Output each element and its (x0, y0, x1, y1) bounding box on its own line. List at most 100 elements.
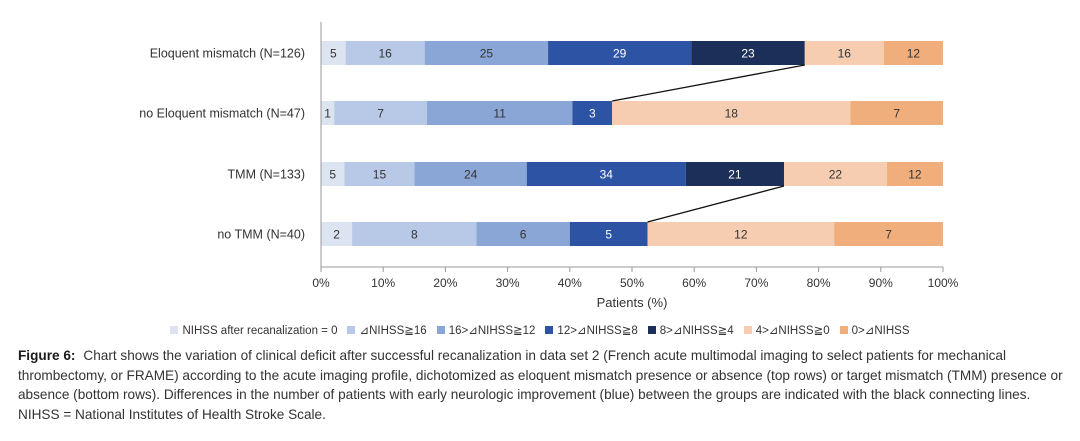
data-label: 16 (378, 47, 392, 61)
legend-label: ⊿NIHSS≧16 (359, 325, 427, 337)
legend-label: 0>⊿NIHSS (851, 325, 910, 337)
data-label: 8 (411, 228, 418, 242)
category-label: no Eloquent mismatch (N=47) (139, 107, 305, 121)
data-label: 34 (600, 168, 614, 182)
bar-segment (548, 41, 692, 65)
legend-label: 4>⊿NIHSS≧0 (755, 325, 830, 337)
data-label: 5 (330, 47, 337, 61)
legend-swatch (170, 326, 179, 334)
data-label: 12 (734, 228, 748, 242)
bar-segment (886, 162, 943, 186)
bar-segment (685, 162, 784, 186)
x-axis-title: Patients (%) (597, 295, 668, 310)
connector-line (647, 185, 785, 223)
data-label: 7 (893, 107, 900, 121)
bar-segment (426, 101, 573, 125)
data-label: 7 (885, 228, 892, 242)
bar-segment (834, 222, 943, 246)
legend-item: ⊿NIHSS≧16 (347, 323, 427, 337)
x-tick-label: 10% (371, 276, 395, 290)
data-label: 22 (829, 168, 843, 182)
bar-segment (321, 41, 346, 65)
bar-segment (321, 162, 345, 186)
bar-segment (476, 222, 570, 246)
data-label: 7 (377, 107, 384, 121)
legend-item: 4>⊿NIHSS≧0 (743, 323, 830, 337)
bar-segment (883, 41, 943, 65)
category-label: Eloquent mismatch (N=126) (150, 47, 305, 61)
data-label: 16 (838, 47, 852, 61)
legend-label: NIHSS after recanalization = 0 (182, 325, 338, 337)
data-label: 6 (520, 228, 527, 242)
x-tick-label: 100% (928, 276, 959, 290)
data-label: 23 (741, 47, 755, 61)
legend-swatch (839, 326, 848, 334)
x-tick-label: 40% (558, 276, 582, 290)
bar-segment (850, 101, 943, 125)
category-label: TMM (N=133) (228, 168, 305, 182)
x-tick-label: 0% (312, 276, 330, 290)
x-tick-label: 70% (744, 276, 768, 290)
chart-legend: NIHSS after recanalization = 0 ⊿NIHSS≧16 1… (0, 323, 1080, 337)
data-label: 21 (728, 168, 742, 182)
x-tick-label: 20% (433, 276, 457, 290)
bar-segment (691, 41, 805, 65)
data-label: 2 (333, 228, 340, 242)
data-label: 25 (480, 47, 494, 61)
category-labels: Eloquent mismatch (N=126) no Eloquent mis… (139, 47, 305, 242)
legend-label: 12>⊿NIHSS≧8 (557, 325, 638, 337)
bar-segment (334, 101, 427, 125)
x-tick-label: 50% (620, 276, 644, 290)
bar-segment (612, 101, 851, 125)
bar-segment (572, 101, 613, 125)
figure-label: Figure 6: (18, 348, 76, 363)
x-tick-label: 60% (682, 276, 706, 290)
legend-label: 8>⊿NIHSS≧4 (659, 325, 734, 337)
legend-swatch (436, 326, 445, 334)
bar-segment (414, 162, 527, 186)
data-label: 15 (373, 168, 387, 182)
data-label: 24 (464, 168, 478, 182)
connector-lines (612, 64, 805, 223)
x-tick-label: 90% (869, 276, 893, 290)
caption-text: Chart shows the variation of clinical de… (18, 348, 1063, 422)
legend-item: 16>⊿NIHSS≧12 (436, 323, 536, 337)
legend-swatch (743, 326, 752, 334)
data-label: 18 (725, 107, 739, 121)
legend-swatch (545, 326, 554, 334)
legend-item: 12>⊿NIHSS≧8 (545, 323, 638, 337)
bar-segment (344, 162, 415, 186)
bar-segment (526, 162, 686, 186)
x-tick-label: 30% (496, 276, 520, 290)
data-label: 12 (907, 47, 921, 61)
legend-item: 0>⊿NIHSS (839, 323, 910, 337)
data-label: 3 (589, 107, 596, 121)
legend-swatch (347, 326, 356, 334)
legend-item: 8>⊿NIHSS≧4 (647, 323, 734, 337)
legend-swatch (647, 326, 656, 334)
bar-segment (804, 41, 884, 65)
data-label: 5 (329, 168, 336, 182)
bar-segment (569, 222, 648, 246)
bar-segment (647, 222, 835, 246)
stacked-bar-chart: 5 16 25 29 23 16 121 7 11 3 18 75 15 24 34 21 22 122 8 6 5 12… (139, 22, 959, 310)
category-label: no TMM (N=40) (217, 228, 305, 242)
bar-segment (352, 222, 477, 246)
x-axis: 0% 10% 20% 30% 40% 50% 60% 70% 80% 90% 100% (312, 22, 959, 290)
bar-segment (321, 222, 353, 246)
bar-segment (321, 101, 335, 125)
figure-caption: Figure 6: Chart shows the variation of cl… (18, 346, 1068, 424)
connector-line (612, 64, 805, 102)
bar-segment (783, 162, 887, 186)
legend-item: NIHSS after recanalization = 0 (170, 325, 337, 337)
legend-label: 16>⊿NIHSS≧12 (448, 325, 536, 337)
data-label: 12 (908, 168, 922, 182)
bar-segment (345, 41, 425, 65)
data-label: 11 (493, 107, 506, 121)
bars-group: 5 16 25 29 23 16 121 7 11 3 18 75 15 24 34 21 22 122 8 6 5 12… (321, 41, 943, 246)
bar-segment (424, 41, 549, 65)
data-label: 29 (613, 47, 627, 61)
x-tick-label: 80% (807, 276, 831, 290)
data-label: 1 (324, 107, 331, 121)
data-label: 5 (605, 228, 612, 242)
